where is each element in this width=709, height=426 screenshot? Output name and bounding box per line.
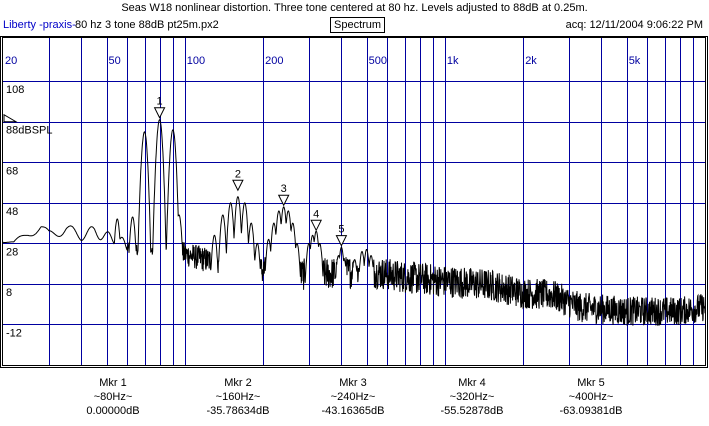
marker-freq-label: ~80Hz~ <box>93 391 133 403</box>
marker-label: Mkr 3 <box>339 377 367 389</box>
marker-value-label: -55.52878dB <box>440 405 504 417</box>
x-tick-label: 5k <box>629 55 641 67</box>
x-tick-label: 20 <box>5 55 17 67</box>
plot-frame-outer <box>0 36 708 368</box>
marker-readout: Mkr 3 ~240Hz~ -43.16365dB <box>293 376 413 418</box>
marker-freq-label: ~160Hz~ <box>215 391 261 403</box>
marker-label: Mkr 4 <box>458 377 486 389</box>
marker-number: 5 <box>338 224 344 236</box>
marker-freq-label: ~400Hz~ <box>568 391 614 403</box>
y-tick-label: -12 <box>6 327 22 339</box>
app-name: Liberty -praxis- <box>3 19 76 31</box>
y-tick-label: 28 <box>6 246 18 258</box>
mode-label[interactable]: Spectrum <box>330 17 386 33</box>
marker-triangle-icon <box>335 235 348 247</box>
marker-number: 4 <box>313 208 319 220</box>
marker-label: Mkr 1 <box>99 377 127 389</box>
x-tick-label: 200 <box>265 55 283 67</box>
y-tick-label: 48 <box>6 206 18 218</box>
marker-readout: Mkr 2 ~160Hz~ -35.78634dB <box>178 376 298 418</box>
marker-label: Mkr 2 <box>224 377 252 389</box>
spectrum-trace <box>3 118 706 326</box>
marker-freq-label: ~320Hz~ <box>449 391 495 403</box>
marker-number: 1 <box>157 96 163 108</box>
y-tick-label: 108 <box>6 84 24 96</box>
marker-value-label: -35.78634dB <box>206 405 270 417</box>
x-tick-label: 100 <box>187 55 205 67</box>
marker-value-label: -63.09381dB <box>559 405 623 417</box>
marker-readout: Mkr 5 ~400Hz~ -63.09381dB <box>531 376 651 418</box>
marker-triangle-icon <box>232 179 244 192</box>
acquisition-time: acq: 12/11/2004 9:06:22 PM <box>565 19 703 31</box>
marker-value-label: 0.00000dB <box>86 405 140 417</box>
marker-triangle-icon <box>153 107 166 119</box>
marker-triangle-icon <box>277 194 290 207</box>
marker-readout: Mkr 1 ~80Hz~ 0.00000dB <box>53 376 173 418</box>
marker-label: Mkr 5 <box>577 377 605 389</box>
marker-number: 3 <box>281 183 287 195</box>
x-tick-label: 50 <box>109 55 121 67</box>
y-tick-label: 8 <box>6 287 12 299</box>
plot-frame-inner <box>2 37 706 366</box>
marker-readout: Mkr 4 ~320Hz~ -55.52878dB <box>412 376 532 418</box>
reference-level-icon <box>3 113 18 123</box>
chart-title: Seas W18 nonlinear distortion. Three ton… <box>121 2 588 14</box>
marker-freq-label: ~240Hz~ <box>330 391 376 403</box>
y-tick-label: 88dBSPL <box>6 125 52 137</box>
x-tick-label: 1k <box>447 55 459 67</box>
file-name: 80 hz 3 tone 88dB pt25m.px2 <box>75 19 219 31</box>
marker-triangle-icon <box>310 219 323 232</box>
x-tick-label: 500 <box>369 55 387 67</box>
marker-value-label: -43.16365dB <box>321 405 385 417</box>
marker-number: 2 <box>235 168 241 180</box>
y-tick-label: 68 <box>6 165 18 177</box>
x-tick-label: 2k <box>525 55 537 67</box>
